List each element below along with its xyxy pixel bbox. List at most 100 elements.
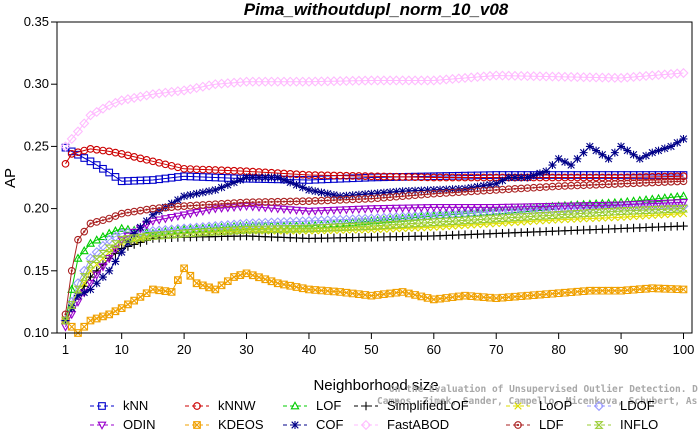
data-point <box>304 224 314 233</box>
data-point <box>79 118 90 129</box>
x-tick-label: 1 <box>62 342 69 357</box>
data-point <box>99 312 107 321</box>
data-point <box>679 177 688 186</box>
data-point <box>186 190 195 199</box>
data-point <box>216 227 227 236</box>
data-point <box>441 204 451 213</box>
data-point <box>629 201 639 210</box>
data-point <box>354 190 363 199</box>
legend-label: LDF <box>539 417 564 432</box>
data-point <box>329 206 339 216</box>
data-point <box>454 216 464 225</box>
data-point <box>473 182 482 191</box>
data-point <box>105 214 114 223</box>
x-tick-label: 40 <box>302 342 316 357</box>
data-point <box>514 402 522 410</box>
data-point <box>290 401 300 410</box>
watermark-line-1: On the Evaluation of Unsupervised Outlie… <box>389 384 698 395</box>
legend-item-lof: LOF <box>283 398 341 413</box>
data-point <box>410 219 420 228</box>
data-point <box>497 214 508 223</box>
data-point <box>310 224 320 233</box>
data-point <box>285 206 295 215</box>
data-point <box>386 188 395 197</box>
data-point <box>142 217 151 225</box>
data-point <box>610 148 619 157</box>
data-point <box>111 212 120 220</box>
data-point <box>635 200 645 210</box>
data-point <box>678 191 689 200</box>
data-point <box>360 205 370 214</box>
data-point <box>560 202 570 211</box>
data-point <box>136 293 145 301</box>
data-point <box>554 202 564 212</box>
data-point <box>105 310 114 319</box>
series-loop <box>61 209 688 325</box>
data-point <box>180 192 189 201</box>
data-point <box>92 218 101 226</box>
y-tick-label: 0.15 <box>24 263 49 278</box>
data-point <box>422 218 433 227</box>
data-point <box>348 205 358 215</box>
data-point <box>261 275 270 284</box>
data-point <box>192 279 201 288</box>
x-tick-label: 60 <box>427 342 441 357</box>
data-point <box>360 419 372 431</box>
data-point <box>411 291 419 299</box>
data-point <box>441 217 451 226</box>
data-point <box>593 400 605 412</box>
data-point <box>123 238 132 247</box>
data-point <box>148 210 157 219</box>
data-point <box>597 208 607 217</box>
data-point <box>510 213 520 222</box>
data-point <box>230 178 239 187</box>
data-point <box>678 67 689 79</box>
data-point <box>366 222 377 230</box>
data-point <box>205 187 214 196</box>
data-point <box>98 231 108 241</box>
data-point <box>510 173 519 182</box>
data-point <box>67 322 76 331</box>
data-point <box>223 277 232 286</box>
data-point <box>210 205 220 214</box>
data-point <box>229 226 239 235</box>
data-point <box>248 173 257 182</box>
legend-label: kNNW <box>218 398 256 413</box>
x-tick-label: 90 <box>614 342 628 357</box>
data-point <box>498 176 507 185</box>
data-point <box>104 244 114 253</box>
data-point <box>316 207 326 216</box>
data-point <box>423 186 432 195</box>
data-point <box>148 232 158 240</box>
data-point <box>485 204 495 213</box>
data-point <box>572 202 582 211</box>
data-point <box>392 187 401 196</box>
data-point <box>254 203 264 213</box>
legend-item-knn: kNN <box>90 398 148 413</box>
legend-item-knnw: kNNW <box>185 398 256 413</box>
data-point <box>255 173 263 182</box>
data-point <box>541 211 551 220</box>
data-point <box>135 233 146 242</box>
data-point <box>180 264 188 273</box>
data-point <box>423 204 433 213</box>
data-point <box>185 210 195 219</box>
data-point <box>435 218 445 226</box>
data-point <box>435 204 445 213</box>
data-point <box>491 204 501 213</box>
data-point <box>654 146 663 155</box>
data-point <box>635 154 644 163</box>
data-point <box>80 322 89 331</box>
data-point <box>366 205 376 214</box>
data-point <box>117 304 126 312</box>
data-point <box>497 203 508 213</box>
data-point <box>516 213 526 221</box>
data-point <box>273 205 283 214</box>
data-point <box>279 205 289 215</box>
data-point <box>510 204 520 213</box>
data-point <box>585 142 594 151</box>
data-point <box>679 134 688 143</box>
data-point <box>255 273 263 282</box>
data-point <box>266 225 277 234</box>
data-point <box>142 232 152 241</box>
